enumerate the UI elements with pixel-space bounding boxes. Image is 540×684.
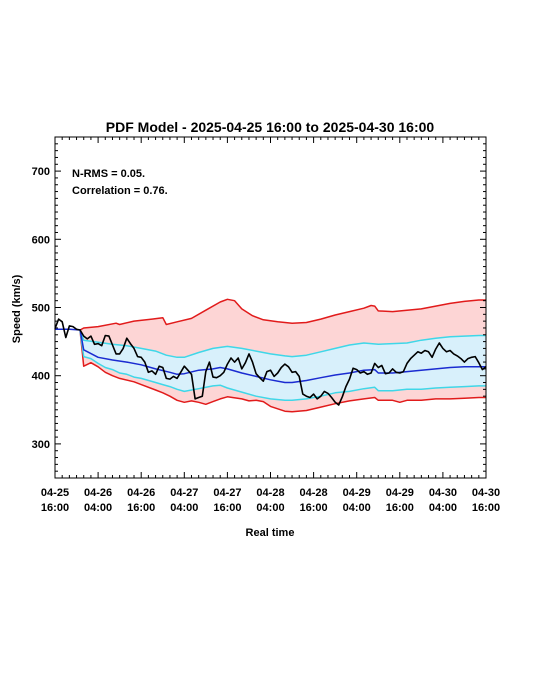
x-tick-label-date: 04-30 bbox=[429, 487, 457, 499]
series-line-outer-upper bbox=[79, 298, 486, 331]
x-tick-label-date: 04-29 bbox=[386, 487, 414, 499]
x-tick-label-date: 04-25 bbox=[41, 487, 69, 499]
x-axis-label: Real time bbox=[246, 527, 295, 539]
x-tick-label-time: 16:00 bbox=[472, 502, 500, 514]
x-tick-label-time: 16:00 bbox=[386, 502, 414, 514]
y-tick-label: 600 bbox=[32, 234, 50, 246]
y-axis-label: Speed (km/s) bbox=[11, 274, 23, 343]
x-tick-label-time: 16:00 bbox=[300, 502, 328, 514]
x-tick-label-date: 04-26 bbox=[127, 487, 155, 499]
x-tick-label-date: 04-28 bbox=[256, 487, 284, 499]
x-tick-label-date: 04-27 bbox=[213, 487, 241, 499]
chart-title: PDF Model - 2025-04-25 16:00 to 2025-04-… bbox=[106, 119, 435, 135]
y-tick-label: 300 bbox=[32, 439, 50, 451]
x-tick-label-time: 16:00 bbox=[127, 502, 155, 514]
y-tick-label: 700 bbox=[32, 166, 50, 178]
x-tick-label-date: 04-28 bbox=[300, 487, 328, 499]
series-line-observed bbox=[54, 318, 487, 406]
series-line-inner-upper bbox=[79, 330, 486, 359]
x-tick-label-date: 04-27 bbox=[170, 487, 198, 499]
series-line-outer-lower bbox=[79, 330, 486, 413]
x-tick-label-time: 16:00 bbox=[213, 502, 241, 514]
x-tick-label-date: 04-26 bbox=[84, 487, 112, 499]
x-tick-label-time: 04:00 bbox=[256, 502, 284, 514]
x-tick-label-time: 04:00 bbox=[429, 502, 457, 514]
x-tick-label-date: 04-29 bbox=[343, 487, 371, 499]
y-tick-label: 500 bbox=[32, 303, 50, 315]
x-tick-label-time: 04:00 bbox=[170, 502, 198, 514]
nrms-annotation: N-RMS = 0.05. bbox=[72, 168, 145, 180]
series-line-model bbox=[55, 328, 486, 384]
x-tick-label-time: 16:00 bbox=[41, 502, 69, 514]
x-tick-label-date: 04-30 bbox=[472, 487, 500, 499]
correlation-annotation: Correlation = 0.76. bbox=[72, 185, 168, 197]
y-tick-label: 400 bbox=[32, 371, 50, 383]
series-line-inner-lower bbox=[79, 330, 486, 402]
x-tick-label-time: 04:00 bbox=[343, 502, 371, 514]
x-tick-label-time: 04:00 bbox=[84, 502, 112, 514]
